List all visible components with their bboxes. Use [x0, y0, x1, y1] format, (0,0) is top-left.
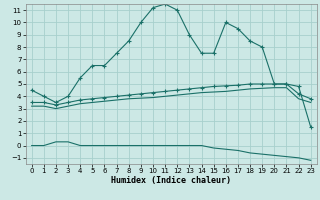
X-axis label: Humidex (Indice chaleur): Humidex (Indice chaleur) [111, 176, 231, 185]
